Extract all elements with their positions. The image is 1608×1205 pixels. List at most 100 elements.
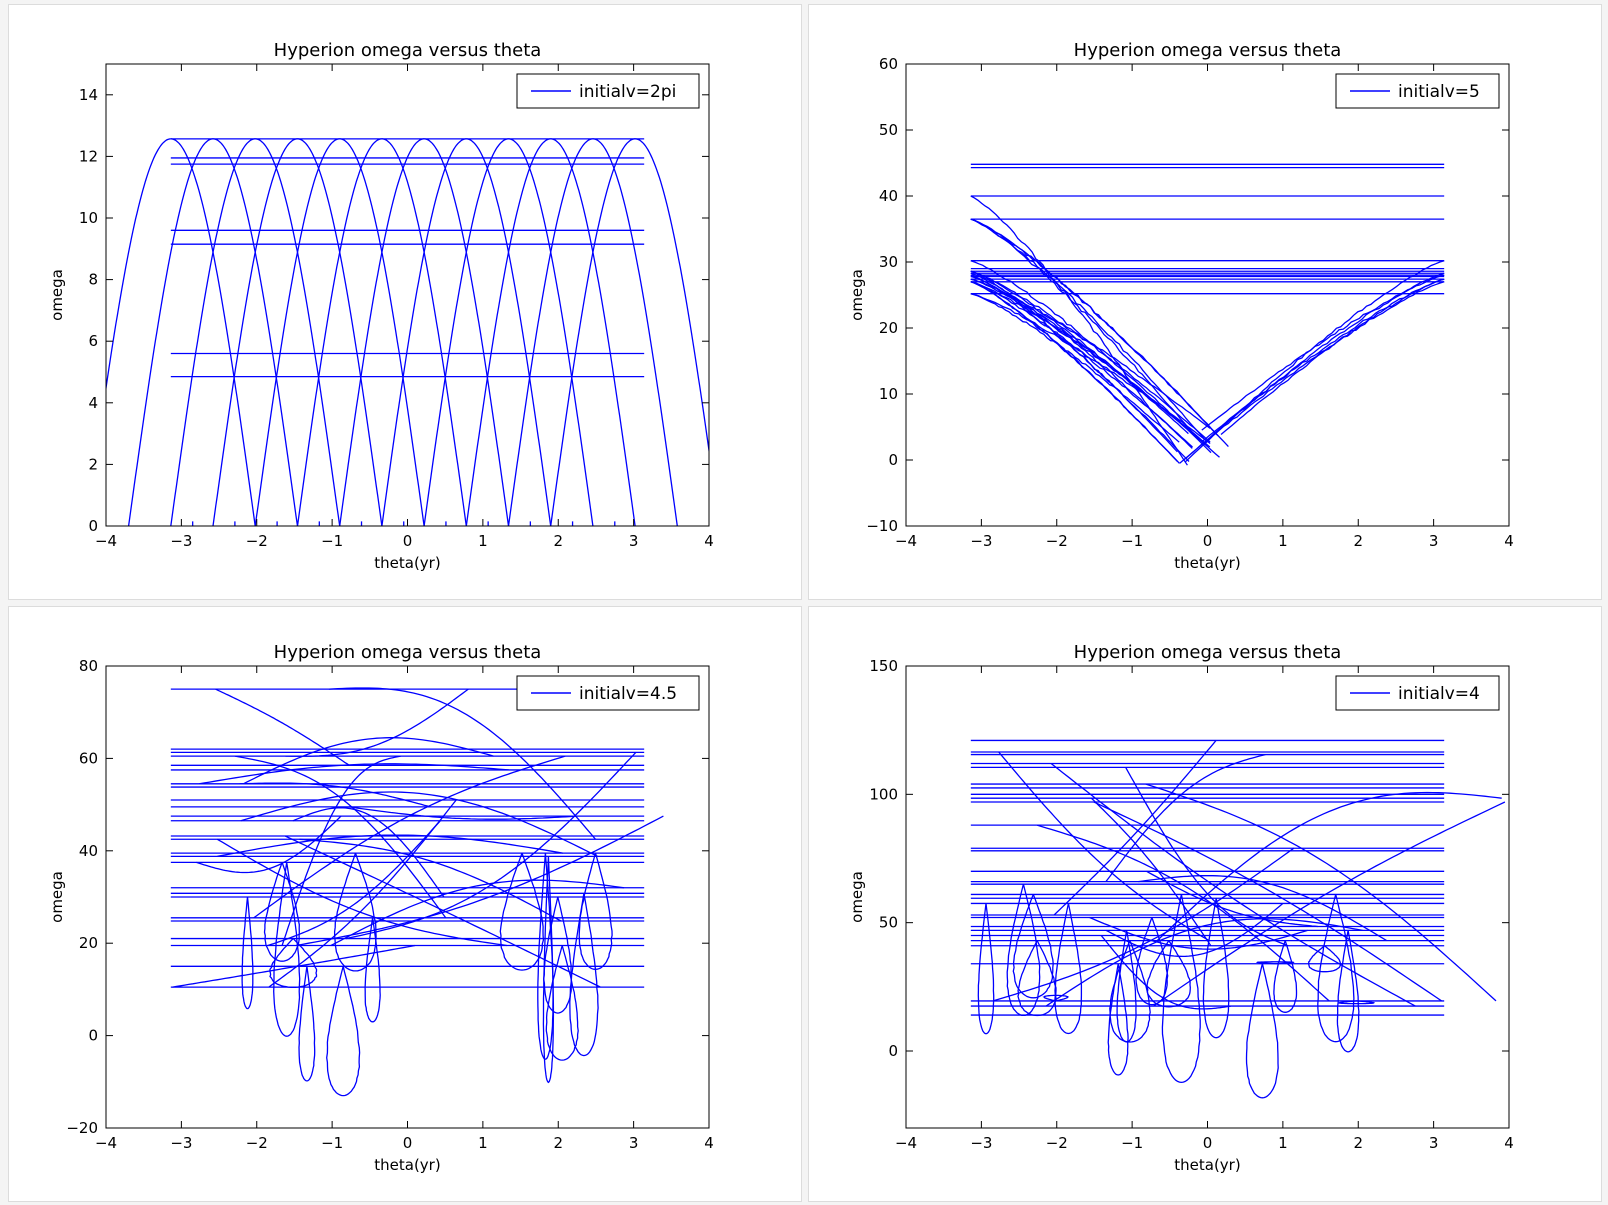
series-line-arc [212, 138, 298, 526]
chart-svg-initialv-4: −4 −3 −2 −1 0 1 2 3 4 0 50 100 150 Hyperion omega ver… [848, 642, 1514, 1174]
legend-label: initialv=4 [1398, 684, 1480, 704]
y-tick-label: 60 [79, 749, 98, 767]
x-tick-label: 1 [1278, 1134, 1288, 1152]
x-tick-label: 3 [1429, 532, 1439, 550]
x-tick-label: −2 [1046, 532, 1068, 550]
series-line-trajectory [1125, 767, 1289, 947]
series-line-trajectory [1105, 753, 1266, 882]
series-line-trajectory [239, 782, 431, 808]
x-tick-label: 4 [1504, 532, 1514, 550]
y-axis-label: omega [48, 871, 66, 923]
y-axis-label: omega [48, 269, 66, 321]
series-line-trajectory [1337, 1000, 1376, 1005]
series-line-trajectory [234, 755, 447, 919]
series-line-trajectory [499, 852, 545, 971]
x-tick-label: 0 [1203, 532, 1213, 550]
series-line-trajectory [217, 834, 564, 857]
series-line-trajectory [1090, 797, 1212, 947]
legend-label: initialv=5 [1398, 82, 1480, 102]
x-tick-label: −3 [970, 1134, 992, 1152]
x-tick-label: −4 [95, 1134, 117, 1152]
series-line-trajectory [285, 688, 469, 757]
series-line-trajectory [970, 270, 1189, 435]
series-line-trajectory [1138, 874, 1387, 942]
series-line-trajectory [1183, 272, 1445, 461]
x-tick-label: 2 [553, 1134, 563, 1152]
series-line-trajectory [216, 838, 507, 947]
series-line-arc [507, 138, 593, 526]
y-tick-label: 10 [879, 385, 898, 403]
series-line-trajectory [1201, 278, 1445, 443]
series-line-arc [106, 138, 171, 393]
x-tick-label: −3 [170, 1134, 192, 1152]
y-tick-label: 10 [79, 209, 98, 227]
x-tick-label: 2 [1353, 532, 1363, 550]
series-line-trajectory [1145, 783, 1497, 1002]
y-tick-label: 0 [888, 451, 898, 469]
series-line-trajectory [1179, 281, 1445, 464]
series-line-trajectory [1089, 916, 1308, 950]
series-line-arc [254, 138, 340, 526]
y-tick-label: 50 [879, 914, 898, 932]
series-line-trajectory [970, 274, 1190, 462]
x-axis-label: theta(yr) [1174, 1156, 1240, 1174]
y-tick-label: 12 [79, 147, 98, 165]
y-tick-label: 60 [879, 55, 898, 73]
y-tick-label: 40 [879, 187, 898, 205]
series-line-trajectory [298, 966, 316, 1082]
x-tick-label: −1 [321, 1134, 343, 1152]
x-tick-label: −4 [895, 1134, 917, 1152]
series-line-trajectory [1146, 870, 1318, 928]
plot-frame [905, 665, 1510, 1129]
series-line-trajectory [1256, 961, 1295, 965]
series-line-trajectory [1135, 917, 1169, 1006]
series-line-trajectory [196, 815, 342, 874]
series-line-trajectory [263, 862, 300, 962]
y-tick-label: 50 [879, 121, 898, 139]
x-tick-label: 4 [704, 1134, 714, 1152]
y-tick-label: 20 [879, 319, 898, 337]
legend-label: initialv=2pi [579, 82, 676, 102]
series-line-trajectory [578, 852, 613, 971]
series-line-trajectory [273, 862, 301, 1037]
series-line-trajectory [1105, 902, 1284, 958]
y-axis-label: omega [848, 269, 866, 321]
chart-title: Hyperion omega versus theta [274, 642, 542, 663]
series-line-trajectory [970, 218, 1219, 437]
y-tick-label: 8 [88, 271, 98, 289]
x-tick-label: 3 [1429, 1134, 1439, 1152]
series-line-trajectory [543, 896, 573, 1014]
series-line-trajectory [1336, 930, 1360, 1053]
series-line-trajectory [292, 807, 445, 898]
y-tick-label: 2 [88, 455, 98, 473]
series-line-trajectory [240, 791, 598, 857]
y-tick-label: −10 [866, 517, 898, 535]
x-tick-label: −2 [1046, 1134, 1068, 1152]
series-line-arc [550, 138, 636, 526]
x-tick-label: 1 [478, 1134, 488, 1152]
series-line-trajectory [1201, 274, 1445, 431]
y-tick-label: 14 [79, 86, 98, 104]
x-tick-label: 3 [629, 532, 639, 550]
series-line-trajectory [296, 815, 664, 947]
series-line-trajectory [1006, 884, 1041, 1017]
y-tick-label: −20 [66, 1119, 98, 1137]
series-line-trajectory [326, 966, 361, 1097]
y-tick-label: 80 [79, 657, 98, 675]
series-line-arc [170, 138, 256, 526]
series-line-trajectory [253, 755, 566, 919]
series-line-trajectory [1054, 903, 1083, 1035]
series-line-trajectory [1146, 940, 1191, 1008]
series-line-trajectory [199, 763, 509, 785]
x-axis-label: theta(yr) [1174, 554, 1240, 572]
series-line-trajectory [1307, 945, 1342, 973]
series-line-trajectory [970, 281, 1179, 463]
chart-svg-initialv-4.5: −4 −3 −2 −1 0 1 2 3 4 −20 0 20 40 60 80 Hyperion omega … [48, 642, 714, 1174]
x-tick-label: 3 [629, 1134, 639, 1152]
series-line-trajectory [1202, 898, 1230, 1039]
series-line-trajectory [299, 838, 562, 922]
x-tick-label: 2 [1353, 1134, 1363, 1152]
x-tick-label: 0 [403, 532, 413, 550]
series-line-trajectory [970, 293, 1180, 443]
x-tick-label: −2 [246, 1134, 268, 1152]
